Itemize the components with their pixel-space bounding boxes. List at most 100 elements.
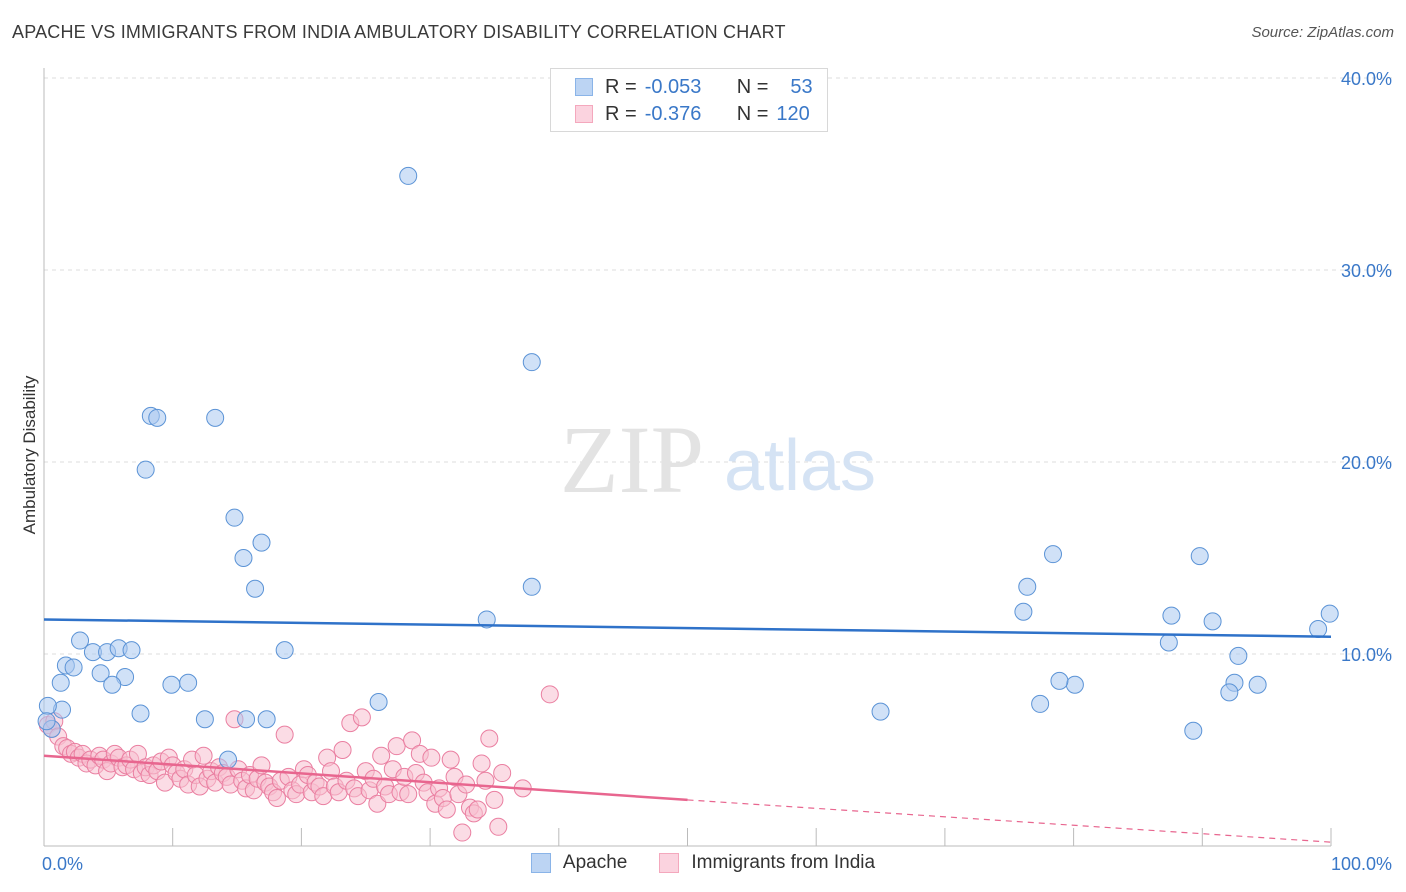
trend-lines [43,618,1332,843]
apache-point [1159,633,1178,652]
apache-point [522,353,541,372]
india-point [352,708,371,727]
india-point [368,794,387,813]
india-point [540,685,559,704]
apache-trend-line [43,618,1332,638]
series-legend-india: Immigrants from India [659,852,875,874]
apache-point [252,533,271,552]
apache-point [37,712,56,731]
india-point [437,800,456,819]
series-swatch-apache [530,853,551,873]
apache-point [179,673,198,692]
watermark-atlas: atlas [724,426,876,506]
india-point [472,754,491,773]
apache-point [1162,606,1181,625]
apache-point [71,631,90,650]
apache-point [246,579,265,598]
india-point [399,785,418,804]
apache-point [64,658,83,677]
apache-point [38,696,57,715]
apache-point [1309,620,1328,639]
legend-n-value: 53 [790,75,813,98]
legend-r-label: R = [605,102,637,125]
apache-point [1190,547,1209,566]
legend-swatch-india [575,105,593,123]
apache-point [257,710,276,729]
india-point [468,800,487,819]
legend-row-india: R = -0.376 N = 120 [575,101,810,127]
apache-point [219,750,238,769]
legend-r-label: R = [605,75,637,98]
apache-point [136,460,155,479]
page-title: APACHE VS IMMIGRANTS FROM INDIA AMBULATO… [12,22,786,42]
series-swatch-india [659,853,680,873]
watermark: ZIP atlas [560,406,876,513]
legend-row-apache: R = -0.053 N = 53 [575,74,813,100]
apache-point [1065,675,1084,694]
apache-point [148,408,167,427]
apache-point [369,693,388,711]
apache-point [195,710,214,729]
india-points [38,685,559,842]
apache-point [206,408,225,427]
tick-labels: 10.0% 20.0% 30.0% 40.0% 0.0% 100.0% [42,69,1392,874]
india-point [387,737,406,756]
apache-point [131,704,150,723]
legend-swatch-apache [575,78,593,96]
apache-point [275,641,294,660]
series-legend: Apache Immigrants from India [0,852,1406,874]
series-legend-apache: Apache [530,852,628,874]
india-point [480,729,499,748]
india-trend-extension [687,799,1332,843]
india-point [267,789,286,807]
y-tick-label: 20.0% [1341,453,1392,473]
apache-point [1018,577,1037,596]
india-point [333,741,352,759]
apache-point [1220,683,1239,702]
india-trend-line [43,754,688,802]
watermark-zip: ZIP [560,406,704,513]
apache-point [1320,604,1339,623]
apache-point [1184,721,1203,740]
legend-r-value: -0.053 [644,75,702,98]
apache-point [225,508,244,527]
y-tick-label: 10.0% [1341,645,1392,665]
apache-point [1229,646,1248,665]
india-point [422,748,441,767]
india-point [485,790,504,809]
series-label-apache: Apache [562,852,628,873]
india-point [453,823,472,842]
legend-n-label: N = [736,102,769,125]
apache-points [37,166,1339,769]
apache-point [1031,694,1050,713]
apache-point [51,673,70,692]
series-label-india: Immigrants from India [691,852,876,873]
india-point [194,746,213,765]
apache-point [1014,602,1033,621]
correlation-legend: R = -0.053 N = 53 R = -0.376 N = 120 [550,68,828,132]
y-axis-label: Ambulatory Disability [20,375,39,534]
x-tick-label: 0.0% [42,854,83,874]
india-point [403,731,422,750]
apache-point [477,610,496,629]
india-point [372,746,391,765]
apache-point [234,549,253,567]
india-point [493,764,512,783]
y-tick-label: 30.0% [1341,261,1392,281]
legend-n-label: N = [736,75,769,98]
apache-point [162,675,181,694]
apache-point [103,675,122,694]
apache-point [522,577,541,596]
legend-n-value: 120 [776,102,810,125]
source-label: Source: ZipAtlas.com [1251,24,1394,41]
india-point [441,750,460,769]
apache-point [871,702,890,721]
apache-point [122,641,141,660]
y-tick-label: 40.0% [1341,69,1392,89]
apache-point [399,166,418,185]
india-point [489,817,508,836]
x-tick-label: 100.0% [1331,854,1392,874]
india-point [275,725,294,744]
legend-r-value: -0.376 [644,102,702,125]
